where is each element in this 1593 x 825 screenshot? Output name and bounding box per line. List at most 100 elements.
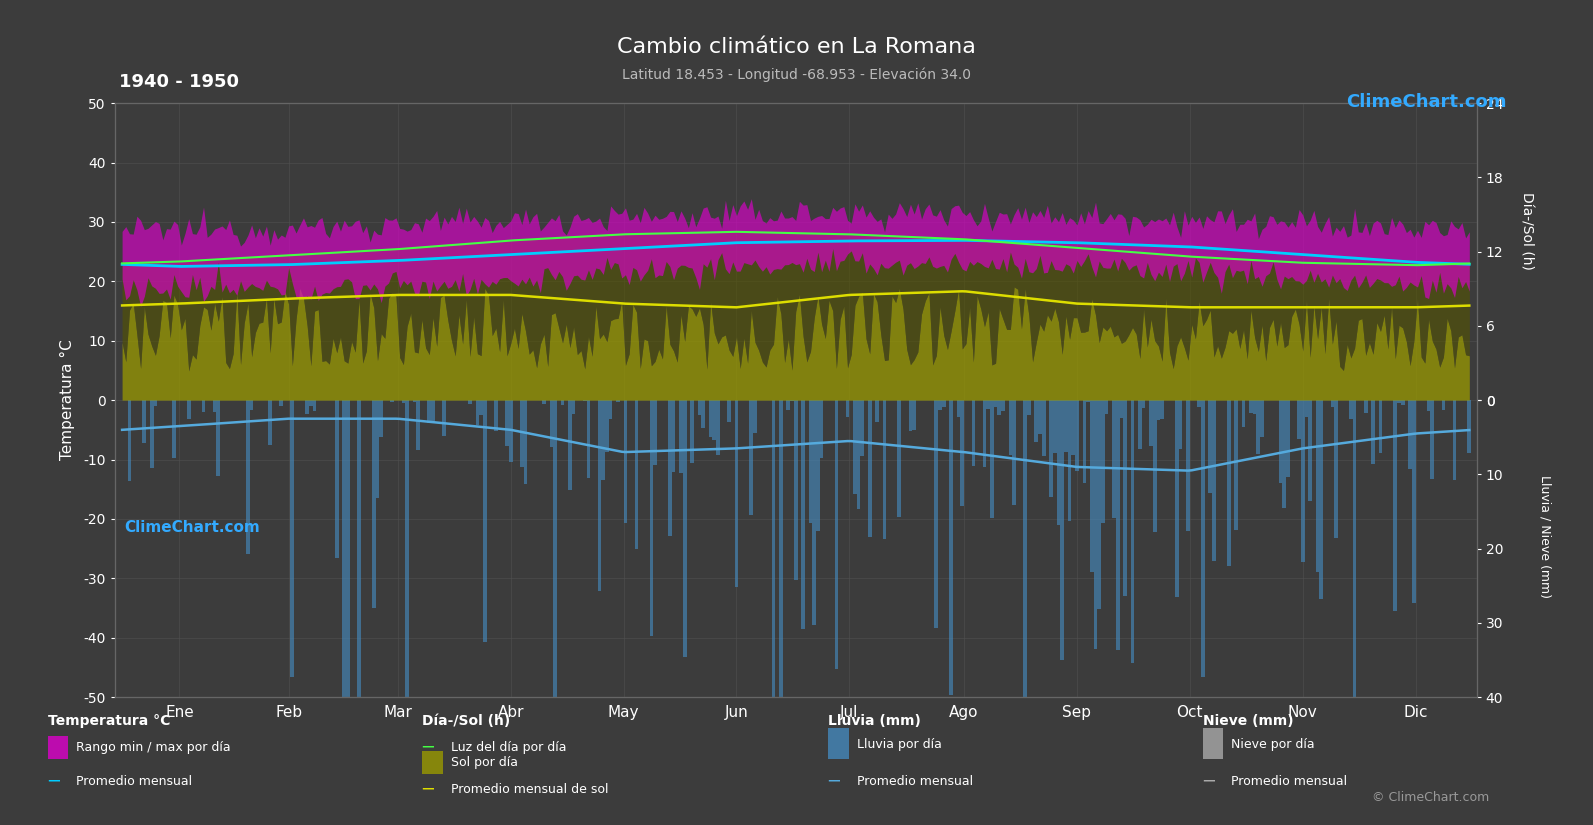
Bar (1249, 400, 1252, 412)
Bar (994, 400, 997, 407)
Bar (553, 400, 558, 702)
Bar (1252, 400, 1257, 414)
Bar (698, 400, 701, 415)
Bar (1149, 400, 1153, 446)
Bar (1431, 400, 1434, 478)
Bar (597, 400, 602, 591)
Bar (443, 400, 446, 436)
Bar (1042, 400, 1045, 456)
Text: Rango min / max por día: Rango min / max por día (76, 741, 231, 754)
Bar (416, 400, 421, 450)
Bar (938, 400, 941, 410)
Bar (306, 400, 309, 414)
Bar (1115, 400, 1120, 650)
Bar (1120, 400, 1123, 417)
Bar (245, 400, 250, 554)
Bar (679, 400, 683, 473)
Bar (820, 400, 824, 459)
Bar (728, 400, 731, 422)
Bar (476, 400, 479, 425)
Bar (1050, 400, 1053, 497)
Bar (250, 400, 253, 409)
Bar (1330, 400, 1335, 408)
Bar (672, 400, 675, 472)
Bar (1123, 400, 1126, 596)
Bar (1305, 400, 1308, 417)
Bar (653, 400, 656, 465)
Bar (1061, 400, 1064, 660)
Bar (427, 400, 432, 422)
Bar (379, 400, 382, 437)
Bar (683, 400, 687, 657)
Bar (854, 400, 857, 494)
Bar (1023, 400, 1027, 741)
Bar (1453, 400, 1456, 480)
Bar (371, 400, 376, 608)
Bar (142, 400, 147, 443)
Bar (1187, 400, 1190, 531)
Bar (505, 400, 508, 446)
Bar (1160, 400, 1164, 419)
Bar (1427, 400, 1431, 411)
Bar (1027, 400, 1031, 415)
Bar (519, 400, 524, 467)
Bar (1008, 400, 1012, 455)
Bar (1257, 400, 1260, 454)
Bar (650, 400, 653, 636)
Bar (202, 400, 205, 412)
Bar (376, 400, 379, 497)
Bar (1034, 400, 1039, 442)
Bar (605, 400, 609, 452)
Text: ClimeChart.com: ClimeChart.com (1346, 93, 1507, 111)
Bar (875, 400, 879, 422)
Bar (290, 400, 295, 676)
Bar (561, 400, 564, 405)
Text: Promedio mensual: Promedio mensual (1231, 775, 1348, 788)
Bar (335, 400, 339, 558)
Bar (809, 400, 812, 523)
Bar (667, 400, 672, 535)
Bar (1349, 400, 1352, 419)
Text: Cambio climático en La Romana: Cambio climático en La Romana (616, 37, 977, 57)
Bar (1153, 400, 1157, 532)
Bar (342, 400, 346, 731)
Bar (1394, 400, 1397, 611)
Bar (623, 400, 628, 523)
Bar (801, 400, 804, 629)
Bar (989, 400, 994, 518)
Bar (1198, 400, 1201, 407)
Text: Luz del día por día: Luz del día por día (451, 741, 567, 754)
Bar (483, 400, 486, 642)
Bar (972, 400, 975, 466)
Bar (935, 400, 938, 628)
Bar (186, 400, 191, 419)
Bar (572, 400, 575, 414)
Bar (586, 400, 591, 478)
Bar (941, 400, 946, 408)
Bar (986, 400, 989, 409)
Text: Sol por día: Sol por día (451, 756, 518, 769)
Text: ─: ─ (828, 772, 840, 790)
Bar (1227, 400, 1230, 566)
Bar (279, 400, 284, 406)
Bar (857, 400, 860, 509)
Bar (1157, 400, 1160, 421)
Bar (508, 400, 513, 462)
Bar (1286, 400, 1290, 478)
Bar (217, 400, 220, 476)
Bar (1086, 400, 1090, 403)
Bar (983, 400, 986, 468)
Bar (172, 400, 175, 458)
Bar (1282, 400, 1286, 508)
Bar (779, 400, 782, 757)
Text: Temperatura °C: Temperatura °C (48, 714, 170, 728)
Bar (1372, 400, 1375, 464)
Bar (897, 400, 902, 516)
Bar (309, 400, 312, 406)
Bar (346, 400, 350, 759)
Bar (1012, 400, 1016, 506)
Bar (812, 400, 816, 625)
Bar (1209, 400, 1212, 493)
Bar (432, 400, 435, 421)
Bar (405, 400, 409, 721)
